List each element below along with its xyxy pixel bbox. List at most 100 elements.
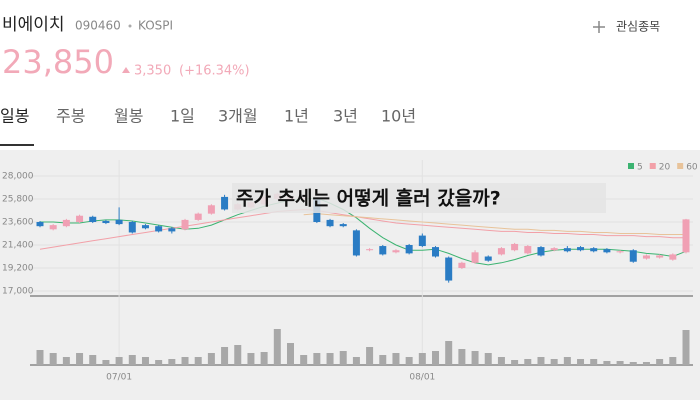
candle-body [76, 215, 84, 222]
candle-body [194, 213, 202, 220]
candle-body [221, 196, 229, 210]
tab-bar: 일봉 주봉 월봉 1일 3개월 1년 3년 10년 [0, 107, 416, 126]
volume-bar [141, 357, 149, 365]
candle-body [115, 219, 123, 225]
tab[interactable]: 일봉 [0, 107, 29, 126]
volume-bar [497, 357, 505, 365]
candle-body [102, 220, 110, 224]
candle-body [379, 246, 387, 255]
volume-bar [432, 351, 440, 365]
candle-body [62, 219, 70, 227]
tab[interactable]: 3개월 [218, 107, 258, 126]
stock-code: 090460 [75, 19, 121, 33]
candle-body [656, 255, 664, 258]
tab[interactable]: 월봉 [114, 107, 143, 126]
ma-line [39, 208, 686, 250]
candle-body [471, 252, 479, 263]
watch-button[interactable]: 관심종목 [593, 20, 660, 34]
price-change: 3,350 [134, 64, 171, 79]
tab[interactable]: 3년 [333, 107, 358, 126]
y-tick-label: 21,400 [2, 241, 34, 251]
volume-bar [76, 353, 84, 365]
candle-body [642, 255, 650, 259]
tab[interactable]: 1년 [284, 107, 309, 126]
candle-body [405, 245, 413, 254]
current-price: 23,850 [2, 43, 114, 81]
volume-bar [89, 355, 97, 365]
candle-body [49, 225, 57, 230]
y-tick-label: 23,600 [2, 218, 34, 228]
candle-body [326, 219, 334, 227]
volume-bar [155, 360, 163, 365]
volume-bar [207, 353, 215, 365]
overlay-bg [232, 183, 606, 213]
legend-swatch [628, 163, 634, 169]
candle-body [537, 247, 545, 256]
candle-body [366, 249, 374, 251]
candle-body [128, 222, 136, 233]
volume-bar [563, 357, 571, 365]
volume-bar [682, 330, 690, 365]
volume-bar [379, 355, 387, 365]
candle-body [497, 248, 505, 255]
candle-body [432, 247, 440, 257]
market: KOSPI [138, 19, 173, 33]
tab[interactable]: 1일 [170, 107, 195, 126]
y-tick-label: 19,200 [2, 264, 34, 274]
x-tick-label: 07/01 [106, 373, 132, 383]
volume-bar [128, 355, 136, 365]
volume-bar [629, 362, 637, 365]
volume-bar [36, 350, 44, 365]
volume-bar [181, 357, 189, 365]
price-rate: (+16.34%) [179, 64, 250, 79]
candle-body [524, 246, 532, 254]
x-tick-label: 08/01 [409, 373, 435, 383]
volume-bar [656, 359, 664, 365]
volume-bar [524, 359, 532, 365]
candle-body [141, 225, 149, 229]
volume-bar [62, 357, 70, 365]
candle-body [392, 250, 400, 253]
volume-bar [669, 357, 677, 365]
watch-label[interactable]: 관심종목 [616, 20, 660, 34]
volume-bar [234, 345, 242, 365]
candle-body [339, 224, 347, 227]
tab[interactable]: 주봉 [56, 107, 85, 126]
tab[interactable]: 10년 [381, 107, 416, 126]
volume-bar [286, 343, 294, 365]
up-arrow [122, 67, 130, 73]
volume-bar [326, 353, 334, 365]
candle-body [590, 248, 598, 252]
volume-bar [313, 353, 321, 365]
volume-bar [102, 360, 110, 365]
y-tick-label: 28,000 [2, 172, 34, 182]
stock-name: 비에이치 [2, 15, 65, 35]
candle-body [603, 249, 611, 253]
candle-body [181, 219, 189, 230]
candle-body [458, 262, 466, 268]
candle-body [550, 248, 558, 251]
legend-swatch [677, 163, 684, 169]
candle-body [577, 247, 585, 251]
volume-bar [550, 359, 558, 365]
volume-bar [392, 353, 400, 365]
overlay-text: 주가 추세는 어떻게 흘러 갔을까? [236, 187, 501, 210]
volume-bar [471, 351, 479, 365]
volume-bar [445, 341, 453, 365]
volume-bar [260, 352, 268, 365]
legend-label: 60 [686, 163, 698, 173]
volume-bar [511, 360, 519, 365]
dot [128, 24, 132, 28]
volume-bar [221, 347, 229, 365]
volume-bar [273, 329, 281, 365]
y-tick-label: 17,000 [2, 287, 34, 297]
candle-body [207, 205, 215, 214]
candle-body [616, 251, 624, 253]
volume-bar [168, 359, 176, 365]
legend-label: 5 [637, 163, 643, 173]
candle-body [511, 243, 519, 251]
candle-body [352, 230, 360, 256]
volume-bar [484, 353, 492, 365]
volume-bar [642, 362, 650, 365]
volume-bar [194, 357, 202, 365]
